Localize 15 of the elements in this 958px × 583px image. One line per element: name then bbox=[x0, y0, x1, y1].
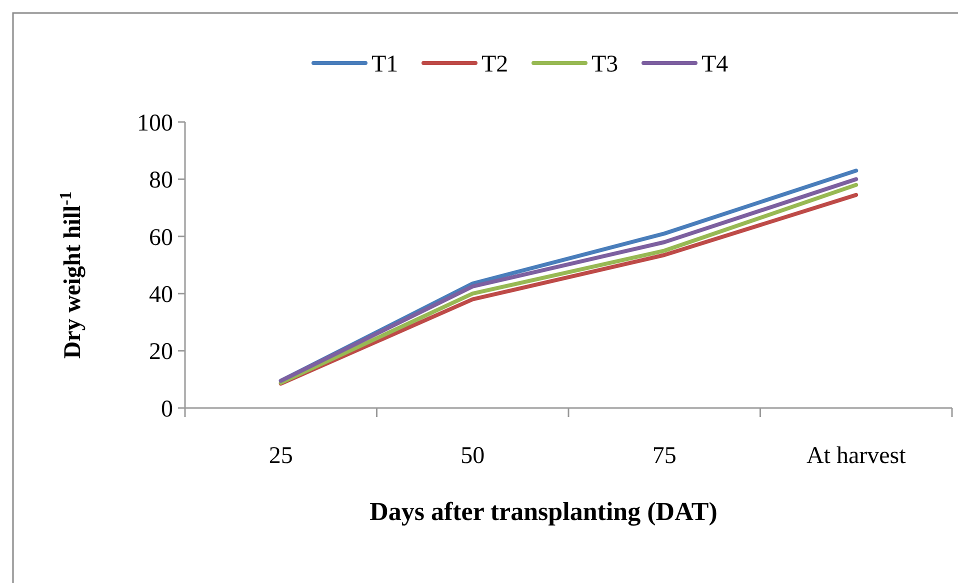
x-axis-title: Days after transplanting (DAT) bbox=[370, 497, 718, 526]
legend-label: T2 bbox=[482, 51, 508, 78]
y-tick-label: 20 bbox=[149, 339, 173, 366]
legend-label: T1 bbox=[372, 51, 398, 78]
y-tick-label: 60 bbox=[149, 224, 173, 251]
x-tick-label: At harvest bbox=[806, 443, 906, 469]
legend-label: T3 bbox=[592, 51, 618, 78]
y-tick-label: 0 bbox=[161, 396, 173, 422]
x-tick-label: 75 bbox=[652, 443, 676, 469]
x-tick-label: 25 bbox=[268, 443, 293, 469]
x-tick-label: 50 bbox=[460, 443, 485, 469]
y-tick-label: 40 bbox=[149, 282, 173, 308]
legend-label: T4 bbox=[702, 51, 728, 78]
y-tick-label: 80 bbox=[149, 168, 173, 194]
y-tick-label: 100 bbox=[137, 110, 173, 136]
